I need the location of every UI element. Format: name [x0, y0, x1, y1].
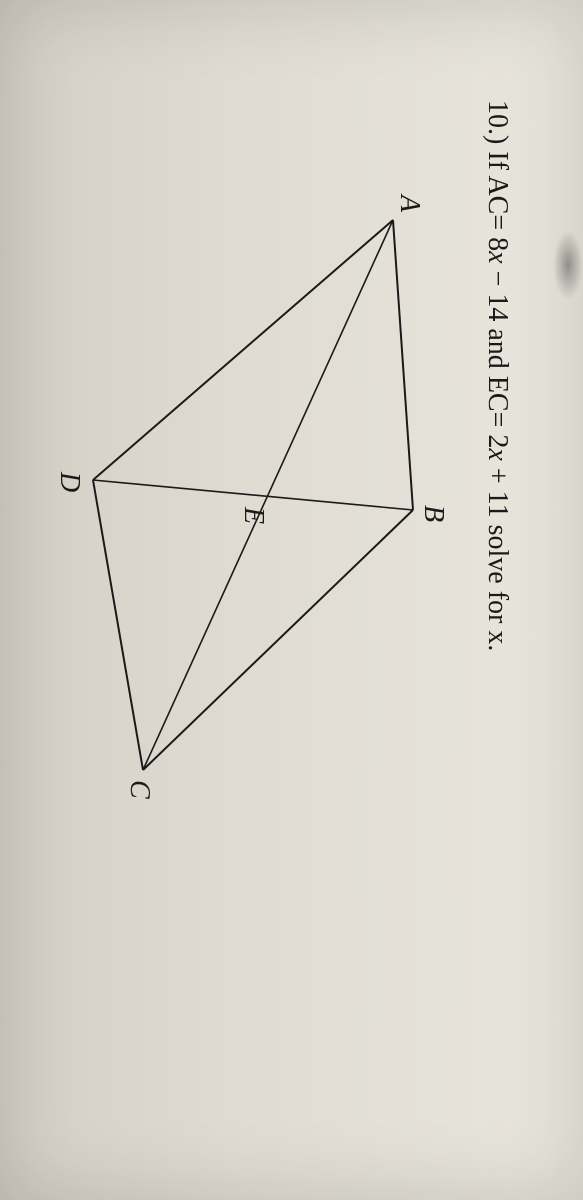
- side-cd: [93, 480, 143, 770]
- expr1-op: −: [482, 271, 513, 287]
- vertex-label-b: B: [418, 505, 449, 522]
- parallelogram-diagram: A B C D E: [33, 180, 453, 820]
- expr2-op: +: [482, 468, 513, 484]
- worksheet-page: 10.) If AC= 8x − 14 and EC= 2x + 11 solv…: [0, 0, 583, 1200]
- vertex-label-d: D: [54, 471, 85, 492]
- expr1-coef: 8: [482, 237, 513, 251]
- txt-and: and: [482, 328, 513, 368]
- punch-hole-shadow: [553, 230, 583, 300]
- seg-ac: AC=: [482, 175, 513, 230]
- side-ab: [393, 220, 413, 510]
- expr1-var: x: [482, 251, 513, 263]
- side-bc: [143, 510, 413, 770]
- expr2-const: 11: [482, 491, 513, 518]
- diagonal-bd: [93, 480, 413, 510]
- diagonal-ac: [143, 220, 393, 770]
- txt-tail: solve for x.: [482, 525, 513, 652]
- diagram-svg: A B C D E: [33, 180, 453, 820]
- center-label-e: E: [238, 506, 269, 524]
- vertex-label-c: C: [124, 780, 155, 799]
- problem-number: 10.): [482, 100, 513, 144]
- vertex-label-a: A: [394, 193, 425, 213]
- txt-if: If: [482, 151, 513, 170]
- expr2-coef: 2: [482, 434, 513, 448]
- problem-statement: 10.) If AC= 8x − 14 and EC= 2x + 11 solv…: [481, 100, 513, 651]
- seg-ec: EC=: [482, 376, 513, 428]
- side-da: [93, 220, 393, 480]
- expr2-var: x: [482, 448, 513, 460]
- expr1-const: 14: [482, 293, 513, 321]
